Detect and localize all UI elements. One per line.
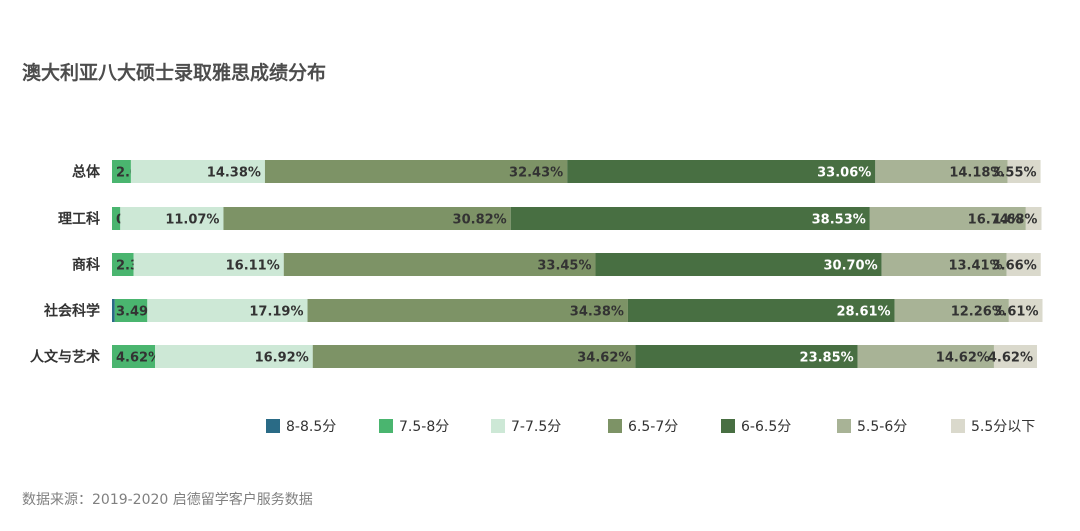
bar-segment [595, 253, 882, 276]
bar-segment [147, 299, 308, 322]
data-label: 16.11% [226, 259, 280, 274]
category-label: 社会科学 [43, 303, 100, 320]
data-label: 23.85% [800, 351, 854, 366]
legend-label: 6.5-7分 [628, 419, 679, 435]
legend-swatch [837, 419, 851, 433]
legend-swatch [951, 419, 965, 433]
data-source: 数据来源：2019-2020 启德留学客户服务数据 [22, 492, 313, 508]
data-label: 14.62% [936, 351, 990, 366]
bar-segment [894, 299, 1009, 322]
bar-segment [120, 207, 224, 230]
legend-label: 7-7.5分 [511, 419, 562, 435]
bar-segment [112, 253, 134, 276]
data-label: 33.06% [817, 166, 871, 181]
bar-segment [627, 299, 895, 322]
chart-title: 澳大利亚八大硕士录取雅思成绩分布 [22, 62, 327, 84]
legend-item: 6-6.5分 [721, 416, 791, 436]
legend-label: 5.5-6分 [857, 419, 908, 435]
bar-segment [1006, 253, 1041, 276]
legend-item: 7-7.5分 [491, 416, 561, 436]
data-label: 12.26% [951, 305, 1005, 320]
legend-item: 6.5-7分 [608, 416, 678, 436]
legend-label: 5.5分以下 [971, 419, 1036, 435]
data-label: 16.92% [255, 351, 309, 366]
legend-item: 8-8.5分 [266, 416, 336, 436]
data-label: 1.68% [992, 213, 1037, 228]
bar-segment [993, 345, 1038, 368]
legend-swatch [608, 419, 622, 433]
category-label: 理工科 [58, 211, 100, 228]
data-label: 38.53% [812, 213, 866, 228]
bar-segment [869, 207, 1026, 230]
legend-swatch [491, 419, 505, 433]
bar-segment [223, 207, 511, 230]
data-label: 30.70% [823, 259, 877, 274]
bar-segment [264, 160, 568, 183]
bar-segment [510, 207, 870, 230]
bar-segment [875, 160, 1008, 183]
bar-segment [112, 160, 131, 183]
bar-segment [567, 160, 876, 183]
data-label: 17.19% [249, 305, 303, 320]
category-label: 人文与艺术 [30, 349, 100, 366]
data-label: 14.18% [949, 166, 1003, 181]
data-label: 34.62% [577, 351, 631, 366]
category-label: 商科 [72, 257, 100, 274]
bar-segment [1008, 299, 1043, 322]
data-label: 14.38% [207, 166, 261, 181]
bar-segment [881, 253, 1007, 276]
data-label: 32.43% [509, 166, 563, 181]
data-label: 3.61% [993, 305, 1038, 320]
category-label: 总体 [72, 164, 101, 181]
legend-swatch [266, 419, 280, 433]
legend-label: 8-8.5分 [286, 419, 337, 435]
legend-swatch [379, 419, 393, 433]
data-label: 16.74% [968, 213, 1022, 228]
bar-segment [857, 345, 994, 368]
bar-segment [312, 345, 636, 368]
data-label: 11.07% [165, 213, 219, 228]
bar-segment [112, 345, 156, 368]
bar-segment [130, 160, 265, 183]
bar-segment [112, 207, 121, 230]
legend-item: 7.5-8分 [379, 416, 449, 436]
legend-label: 6-6.5分 [741, 419, 792, 435]
bar-segment [112, 299, 115, 322]
data-label: 30.82% [453, 213, 507, 228]
bar-segment [283, 253, 596, 276]
bar-segment [155, 345, 313, 368]
bar-segment [1007, 160, 1041, 183]
data-label: 13.41% [948, 259, 1002, 274]
bar-segment [114, 299, 148, 322]
bar-segment [1025, 207, 1042, 230]
data-label: 34.38% [570, 305, 624, 320]
data-label: 3.66% [992, 259, 1037, 274]
data-label: 3.55% [991, 166, 1036, 181]
bar-segment [307, 299, 628, 322]
bar-segment [635, 345, 858, 368]
legend-swatch [721, 419, 735, 433]
legend-item: 5.5分以下 [951, 416, 1035, 436]
legend-label: 7.5-8分 [399, 419, 450, 435]
legend-item: 5.5-6分 [837, 416, 907, 436]
legend: 8-8.5分 7.5-8分 7-7.5分 6.5-7分 6-6.5分 5.5-6分 5.5分… [0, 416, 1080, 436]
bar-segment [133, 253, 284, 276]
data-label: 28.61% [836, 305, 890, 320]
data-label: 4.62% [116, 351, 161, 366]
data-label: 33.45% [537, 259, 591, 274]
data-label: 4.62% [988, 351, 1033, 366]
